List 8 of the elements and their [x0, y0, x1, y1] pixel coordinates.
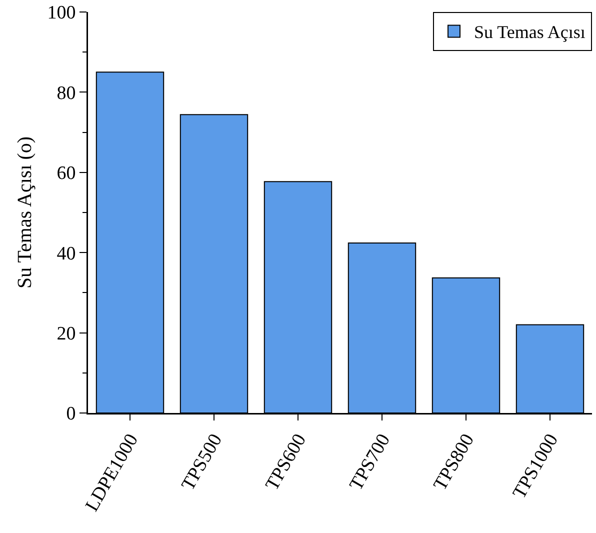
- y-tick-label: 40: [56, 243, 76, 264]
- y-tick-label: 100: [47, 2, 76, 24]
- y-axis-title: Su Temas Açısı (o): [14, 136, 36, 289]
- y-tick-label: 60: [56, 163, 76, 184]
- y-tick-label: 80: [56, 82, 76, 104]
- y-tick-label: 20: [56, 323, 76, 344]
- legend-label: Su Temas Açısı: [474, 22, 586, 42]
- y-tick-label: 0: [66, 404, 76, 425]
